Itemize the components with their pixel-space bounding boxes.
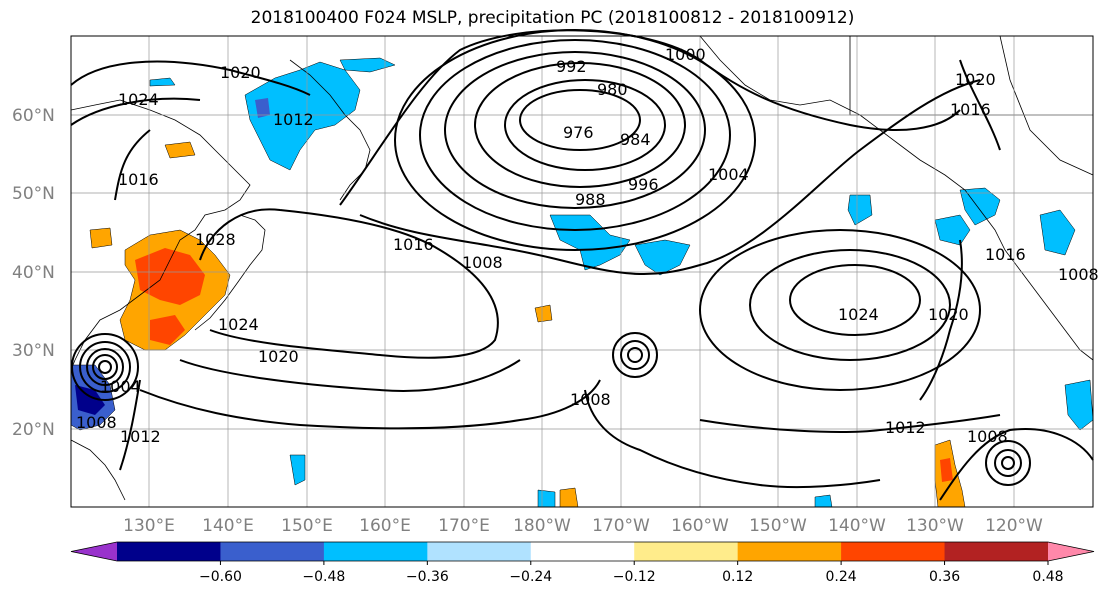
colorbar-tick-label: 0.48 — [1032, 569, 1063, 585]
lon-label: 150°W — [749, 516, 807, 536]
lon-label: 170°W — [592, 516, 650, 536]
colorbar-tick-label: 0.24 — [826, 569, 857, 585]
isobar-label: 1008 — [570, 390, 611, 409]
lon-label: 170°E — [438, 516, 490, 536]
isobar-label: 1004 — [100, 377, 141, 396]
isobar-label: 1012 — [885, 418, 926, 437]
isobar-label: 1020 — [220, 63, 261, 82]
lon-label: 140°E — [202, 516, 254, 536]
isobar-label: 992 — [556, 57, 587, 76]
isobar-label: 1008 — [462, 253, 503, 272]
lon-label: 130°W — [906, 516, 964, 536]
colorbar-tick-label: −0.60 — [199, 569, 242, 585]
longitude-labels: 130°E 140°E 150°E 160°E 170°E 180°W 170°… — [123, 516, 1043, 536]
isobar-label: 1012 — [120, 427, 161, 446]
colorbar-tick-label: 0.36 — [929, 569, 960, 585]
isobar-label: 1012 — [273, 110, 314, 129]
isobar-label: 976 — [563, 123, 594, 142]
isobar-label: 1028 — [195, 230, 236, 249]
colorbar-segment — [737, 542, 842, 561]
lon-label: 120°W — [985, 516, 1043, 536]
isobar-label: 1024 — [218, 315, 259, 334]
colorbar-tick-label: −0.12 — [613, 569, 656, 585]
colorbar-segment — [117, 542, 221, 561]
lat-label: 20°N — [12, 420, 55, 440]
isobar-label: 1004 — [708, 165, 749, 184]
isobar-label: 1020 — [928, 305, 969, 324]
isobar-label: 1008 — [1058, 265, 1099, 284]
colorbar-segment — [530, 542, 635, 561]
lon-label: 160°W — [671, 516, 729, 536]
colorbar-extend-low — [71, 542, 117, 561]
colorbar-segment — [841, 542, 946, 561]
colorbar-segment — [634, 542, 739, 561]
isobar-label: 1024 — [838, 305, 879, 324]
colorbar-tick-label: 0.12 — [722, 569, 753, 585]
lon-label: 150°E — [281, 516, 333, 536]
isobar-label: 1000 — [665, 45, 706, 64]
colorbar-segment — [427, 542, 532, 561]
colorbar-segment — [944, 542, 1049, 561]
colorbar-tick-label: −0.24 — [509, 569, 552, 585]
colorbar — [70, 541, 1095, 562]
lat-label: 60°N — [12, 106, 55, 126]
colorbar-segment — [220, 542, 325, 561]
isobar-label: 984 — [620, 130, 651, 149]
isobar-label: 1016 — [950, 100, 991, 119]
isobar-label: 1016 — [393, 235, 434, 254]
isobar-label: 980 — [597, 80, 628, 99]
isobar-label: 1008 — [967, 427, 1008, 446]
colorbar-extend-high — [1048, 542, 1094, 561]
lat-label: 40°N — [12, 263, 55, 283]
isobar-label: 1016 — [985, 245, 1026, 264]
colorbar-tick-label: −0.48 — [302, 569, 345, 585]
colorbar-tick-labels: −0.60 −0.48 −0.36 −0.24 −0.12 0.12 0.24 0.36 0.4… — [199, 561, 1064, 585]
isobar-label: 996 — [628, 175, 659, 194]
lat-label: 30°N — [12, 341, 55, 361]
lon-label: 180°W — [513, 516, 571, 536]
isobar-label: 1020 — [258, 347, 299, 366]
isobar-labels: 1020 1024 1016 1012 992 980 976 984 988 … — [76, 45, 1099, 446]
isobar-label: 1024 — [118, 90, 159, 109]
isobar-label: 1008 — [76, 413, 117, 432]
isobar-label: 1020 — [955, 70, 996, 89]
isobar-label: 988 — [575, 190, 606, 209]
lat-label: 50°N — [12, 184, 55, 204]
map-title: 2018100400 F024 MSLP, precipitation PC (… — [250, 8, 855, 28]
graticule — [71, 36, 1093, 507]
isobars — [70, 29, 1094, 501]
isobar-label: 1016 — [118, 170, 159, 189]
lon-label: 140°W — [828, 516, 886, 536]
map-panel: 1020 1024 1016 1012 992 980 976 984 988 … — [70, 29, 1099, 508]
lon-label: 160°E — [359, 516, 411, 536]
colorbar-tick-label: −0.36 — [406, 569, 449, 585]
colorbar-segment — [323, 542, 428, 561]
lon-label: 130°E — [123, 516, 175, 536]
latitude-labels: 60°N 50°N 40°N 30°N 20°N — [12, 106, 55, 440]
